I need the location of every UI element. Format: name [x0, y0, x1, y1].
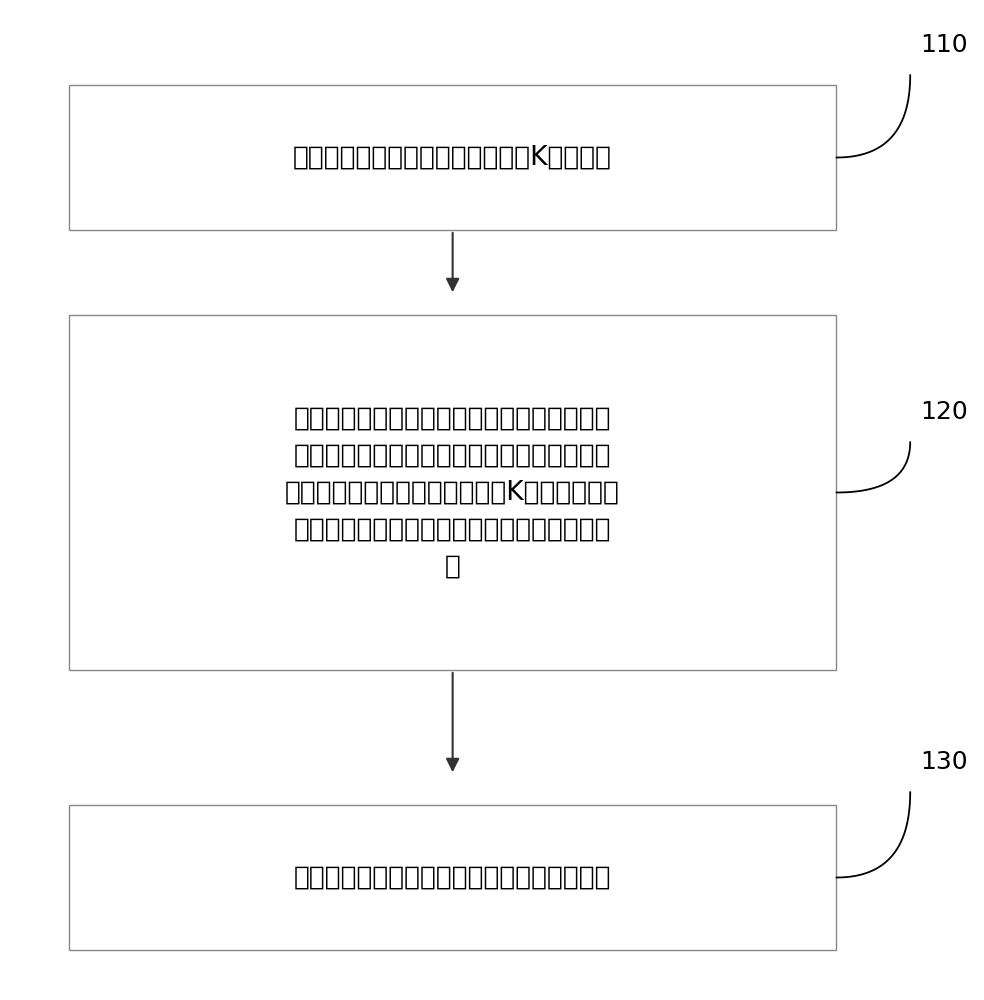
Text: 130: 130 [920, 750, 967, 774]
Text: 110: 110 [920, 33, 967, 57]
Bar [69, 805, 836, 950]
Text: 基于去噪后的弥散张量矩阵，获得弥散参数图: 基于去噪后的弥散张量矩阵，获得弥散参数图 [294, 864, 611, 890]
Bar [69, 315, 836, 670]
Text: 获取磁共振弥散加权图像所对应的K空间数据: 获取磁共振弥散加权图像所对应的K空间数据 [293, 144, 612, 170]
Text: 120: 120 [920, 400, 968, 424]
Bar [69, 85, 836, 230]
Text: 基于磁共振弥散加权成像模型和采样噪声的高
斯分布性质，利用弥散张量特征值的稀疏性，
采用最大后验概率估计的方法由K空间数据获得
每一个空间位置所对应的去噪后的弥: 基于磁共振弥散加权成像模型和采样噪声的高 斯分布性质，利用弥散张量特征值的稀疏性… [285, 406, 620, 579]
